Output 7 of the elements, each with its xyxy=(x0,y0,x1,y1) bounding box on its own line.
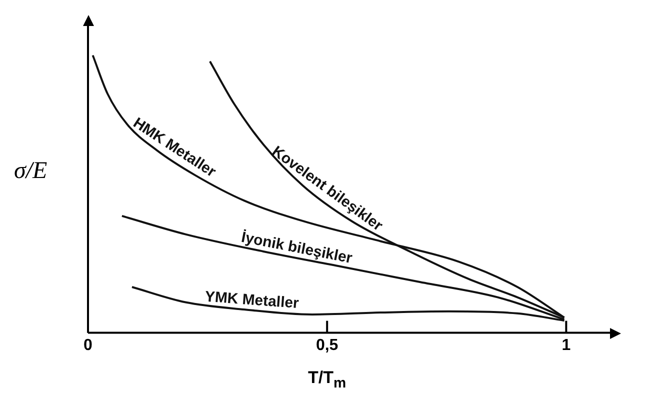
x-axis-title: T/T$_{m}$ xyxy=(308,368,346,392)
x-tick-label: 1 xyxy=(562,336,571,354)
text: İyonik bileşikler xyxy=(240,228,354,268)
x-tick-label: 0,5 xyxy=(316,336,338,354)
y-axis-title: σ/E xyxy=(14,158,48,185)
x-tick-label: 0 xyxy=(84,336,93,354)
series-label: YMK Metaller xyxy=(204,288,300,312)
